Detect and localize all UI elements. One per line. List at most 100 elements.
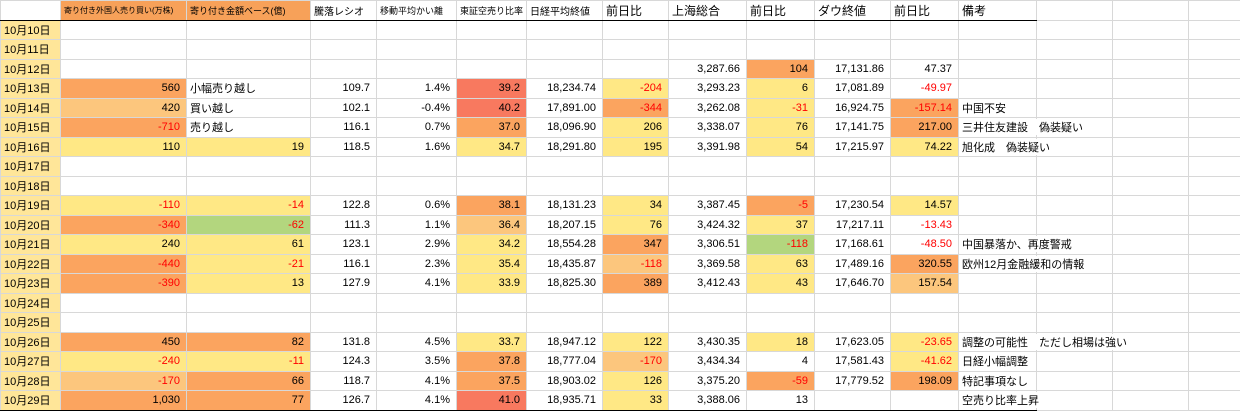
empty-cell[interactable]: [527, 176, 603, 196]
empty-cell[interactable]: [1113, 235, 1189, 255]
empty-cell[interactable]: [1189, 20, 1240, 40]
empty-cell[interactable]: [1113, 391, 1189, 411]
data-cell[interactable]: 17,215.97: [815, 137, 891, 157]
empty-cell[interactable]: [457, 20, 527, 40]
data-cell[interactable]: -710: [61, 118, 187, 138]
data-cell[interactable]: -157.14: [891, 98, 959, 118]
empty-cell[interactable]: [1189, 118, 1240, 138]
date-cell[interactable]: 10月27日: [1, 352, 61, 372]
empty-cell[interactable]: [1113, 196, 1189, 216]
empty-cell[interactable]: [603, 59, 669, 79]
data-cell[interactable]: 217.00: [891, 118, 959, 138]
empty-cell[interactable]: [1113, 20, 1189, 40]
empty-cell[interactable]: [187, 20, 311, 40]
data-cell[interactable]: 66: [187, 371, 311, 391]
data-cell[interactable]: 3,387.45: [669, 196, 747, 216]
empty-cell[interactable]: [959, 79, 1037, 99]
data-cell[interactable]: 4.1%: [377, 391, 457, 411]
empty-cell[interactable]: [1037, 215, 1113, 235]
data-cell[interactable]: 16,924.75: [815, 98, 891, 118]
empty-cell[interactable]: [457, 293, 527, 313]
empty-cell[interactable]: [187, 157, 311, 177]
empty-cell[interactable]: [187, 40, 311, 60]
data-cell[interactable]: 54: [747, 137, 815, 157]
empty-cell[interactable]: [1113, 118, 1189, 138]
empty-cell[interactable]: [61, 59, 187, 79]
empty-cell[interactable]: [527, 40, 603, 60]
empty-cell[interactable]: [1189, 235, 1240, 255]
data-cell[interactable]: 3,287.66: [669, 59, 747, 79]
data-cell[interactable]: 17,131.86: [815, 59, 891, 79]
empty-cell[interactable]: [457, 176, 527, 196]
empty-cell[interactable]: [527, 293, 603, 313]
empty-cell[interactable]: [603, 20, 669, 40]
data-cell[interactable]: 109.7: [311, 79, 377, 99]
empty-cell[interactable]: [1037, 40, 1113, 60]
data-cell[interactable]: -240: [61, 352, 187, 372]
data-cell[interactable]: 118.7: [311, 371, 377, 391]
empty-cell[interactable]: [815, 293, 891, 313]
data-cell[interactable]: 3.5%: [377, 352, 457, 372]
data-cell[interactable]: 3,262.08: [669, 98, 747, 118]
data-cell[interactable]: 3,434.34: [669, 352, 747, 372]
empty-cell[interactable]: [1189, 215, 1240, 235]
data-cell[interactable]: 82: [187, 332, 311, 352]
empty-cell[interactable]: [457, 313, 527, 333]
data-cell[interactable]: -13.43: [891, 215, 959, 235]
empty-cell[interactable]: [1113, 254, 1189, 274]
data-cell[interactable]: -62: [187, 215, 311, 235]
data-cell[interactable]: 206: [603, 118, 669, 138]
data-cell[interactable]: 4.1%: [377, 274, 457, 294]
date-cell[interactable]: 10月22日: [1, 254, 61, 274]
empty-cell[interactable]: [61, 20, 187, 40]
data-cell[interactable]: 3,391.98: [669, 137, 747, 157]
empty-cell[interactable]: [669, 176, 747, 196]
data-cell[interactable]: 17,646.70: [815, 274, 891, 294]
empty-cell[interactable]: [815, 20, 891, 40]
data-cell[interactable]: 3,430.35: [669, 332, 747, 352]
data-cell[interactable]: 18,947.12: [527, 332, 603, 352]
empty-cell[interactable]: [747, 313, 815, 333]
data-cell[interactable]: 1.6%: [377, 137, 457, 157]
data-cell[interactable]: 126.7: [311, 391, 377, 411]
col-header-updown-ratio[interactable]: 騰落レシオ: [311, 1, 377, 21]
empty-cell[interactable]: [1113, 215, 1189, 235]
data-cell[interactable]: 420: [61, 98, 187, 118]
data-cell[interactable]: 122: [603, 332, 669, 352]
data-cell[interactable]: 空売り比率上昇: [959, 391, 1037, 411]
data-cell[interactable]: 110: [61, 137, 187, 157]
data-cell[interactable]: 39.2: [457, 79, 527, 99]
data-cell[interactable]: 18,935.71: [527, 391, 603, 411]
empty-cell[interactable]: [1037, 274, 1113, 294]
empty-cell[interactable]: [1113, 293, 1189, 313]
empty-cell[interactable]: [1037, 176, 1113, 196]
empty-cell[interactable]: [747, 176, 815, 196]
empty-cell[interactable]: [1189, 79, 1240, 99]
data-cell[interactable]: -204: [603, 79, 669, 99]
empty-cell[interactable]: [457, 40, 527, 60]
empty-cell[interactable]: [1113, 137, 1189, 157]
data-cell[interactable]: 18,825.30: [527, 274, 603, 294]
data-cell[interactable]: 17,779.52: [815, 371, 891, 391]
empty-cell[interactable]: [747, 157, 815, 177]
data-cell[interactable]: 17,081.89: [815, 79, 891, 99]
empty-cell[interactable]: [457, 157, 527, 177]
empty-cell[interactable]: [527, 20, 603, 40]
data-cell[interactable]: 43: [747, 274, 815, 294]
empty-cell[interactable]: [815, 176, 891, 196]
empty-cell[interactable]: [891, 176, 959, 196]
data-cell[interactable]: 2.9%: [377, 235, 457, 255]
date-cell[interactable]: 10月26日: [1, 332, 61, 352]
empty-cell[interactable]: [1189, 313, 1240, 333]
data-cell[interactable]: 13: [747, 391, 815, 411]
empty-cell[interactable]: [603, 40, 669, 60]
data-cell[interactable]: 三井住友建設 偽装疑い: [959, 118, 1037, 138]
empty-cell[interactable]: [311, 313, 377, 333]
empty-cell[interactable]: [311, 176, 377, 196]
data-cell[interactable]: 17,489.16: [815, 254, 891, 274]
empty-cell[interactable]: [377, 40, 457, 60]
data-cell[interactable]: 450: [61, 332, 187, 352]
data-cell[interactable]: 4.5%: [377, 332, 457, 352]
date-cell[interactable]: 10月10日: [1, 20, 61, 40]
data-cell[interactable]: 124.3: [311, 352, 377, 372]
